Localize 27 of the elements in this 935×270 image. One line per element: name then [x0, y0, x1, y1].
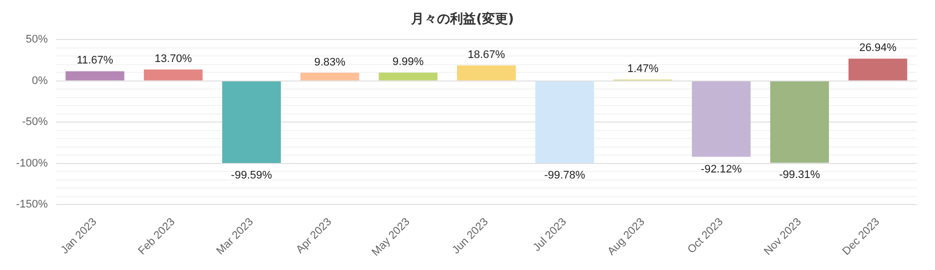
bar: [300, 72, 360, 80]
data-label: 9.83%: [314, 56, 346, 68]
bar: [378, 72, 438, 80]
data-label: 18.67%: [468, 48, 506, 61]
data-label: 13.70%: [154, 53, 192, 66]
data-label: -99.31%: [779, 169, 820, 182]
bar: [144, 70, 203, 80]
y-tick-label: 50%: [26, 34, 48, 46]
bar: [692, 81, 751, 157]
bar: [457, 65, 516, 80]
y-tick-label: -100%: [16, 157, 48, 170]
y-tick-label: -50%: [22, 116, 48, 128]
data-label: 26.94%: [859, 42, 897, 54]
y-tick-label: -150%: [16, 198, 48, 211]
data-label: -99.59%: [231, 169, 272, 182]
data-label: 11.67%: [76, 54, 114, 67]
bar: [770, 81, 829, 163]
bar: [66, 71, 124, 80]
data-label: -92.12%: [700, 163, 742, 176]
bar: [222, 81, 281, 163]
y-tick-label: 0%: [32, 74, 48, 87]
data-label: 9.99%: [392, 56, 424, 68]
data-label: 1.47%: [627, 63, 659, 76]
data-label: -99.78%: [544, 170, 586, 182]
bar: [848, 58, 908, 80]
bar: [535, 81, 594, 164]
chart-title: 月々の利益(変更): [410, 11, 514, 28]
